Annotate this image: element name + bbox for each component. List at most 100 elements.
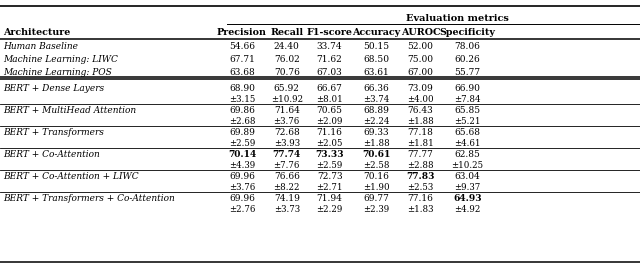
Text: 55.77: 55.77	[454, 68, 480, 77]
Text: ±1.88: ±1.88	[363, 139, 390, 148]
Text: ±2.05: ±2.05	[316, 139, 343, 148]
Text: 71.64: 71.64	[274, 106, 300, 115]
Text: Specificity: Specificity	[439, 28, 495, 37]
Text: 70.65: 70.65	[317, 106, 342, 115]
Text: 70.14: 70.14	[228, 150, 256, 159]
Text: ±4.61: ±4.61	[454, 139, 481, 148]
Text: 69.96: 69.96	[229, 172, 255, 181]
Text: Machine Learning: LIWC: Machine Learning: LIWC	[3, 55, 118, 64]
Text: 65.68: 65.68	[454, 128, 480, 137]
Text: ±7.84: ±7.84	[454, 95, 481, 104]
Text: BERT + MultiHead Attention: BERT + MultiHead Attention	[3, 106, 136, 115]
Text: ±2.29: ±2.29	[316, 205, 343, 214]
Text: 70.76: 70.76	[274, 68, 300, 77]
Text: 33.74: 33.74	[317, 42, 342, 51]
Text: 66.90: 66.90	[454, 84, 480, 93]
Text: 66.67: 66.67	[317, 84, 342, 93]
Text: ±2.24: ±2.24	[363, 117, 390, 126]
Text: ±3.76: ±3.76	[228, 183, 255, 192]
Text: BERT + Co-Attention: BERT + Co-Attention	[3, 150, 100, 159]
Text: 64.93: 64.93	[453, 194, 481, 203]
Text: ±2.71: ±2.71	[316, 183, 343, 192]
Text: BERT + Transformers + Co-Attention: BERT + Transformers + Co-Attention	[3, 194, 175, 203]
Text: BERT + Transformers: BERT + Transformers	[3, 128, 104, 137]
Text: ±1.88: ±1.88	[407, 117, 434, 126]
Text: ±3.73: ±3.73	[274, 205, 300, 214]
Text: ±3.15: ±3.15	[228, 95, 255, 104]
Text: AUROC: AUROC	[401, 28, 440, 37]
Text: 70.61: 70.61	[362, 150, 390, 159]
Text: 52.00: 52.00	[408, 42, 433, 51]
Text: 63.04: 63.04	[454, 172, 480, 181]
Text: Human Baseline: Human Baseline	[3, 42, 78, 51]
Text: 65.85: 65.85	[454, 106, 480, 115]
Text: 68.50: 68.50	[364, 55, 389, 64]
Text: 77.74: 77.74	[273, 150, 301, 159]
Text: ±3.76: ±3.76	[273, 117, 300, 126]
Text: 72.68: 72.68	[274, 128, 300, 137]
Text: ±8.22: ±8.22	[273, 183, 300, 192]
Text: 67.03: 67.03	[317, 68, 342, 77]
Text: BERT + Dense Layers: BERT + Dense Layers	[3, 84, 104, 93]
Text: 69.89: 69.89	[229, 128, 255, 137]
Text: 24.40: 24.40	[274, 42, 300, 51]
Text: Accuracy: Accuracy	[352, 28, 401, 37]
Text: 70.16: 70.16	[364, 172, 389, 181]
Text: 68.90: 68.90	[229, 84, 255, 93]
Text: ±1.81: ±1.81	[407, 139, 434, 148]
Text: 50.15: 50.15	[364, 42, 389, 51]
Text: 69.96: 69.96	[229, 194, 255, 203]
Text: 73.33: 73.33	[316, 150, 344, 159]
Text: ±4.00: ±4.00	[407, 95, 434, 104]
Text: ±8.01: ±8.01	[316, 95, 343, 104]
Text: ±4.92: ±4.92	[454, 205, 481, 214]
Text: 67.00: 67.00	[408, 68, 433, 77]
Text: 77.77: 77.77	[408, 150, 433, 159]
Text: ±2.09: ±2.09	[316, 117, 343, 126]
Text: 76.66: 76.66	[274, 172, 300, 181]
Text: Precision: Precision	[217, 28, 267, 37]
Text: ±1.83: ±1.83	[407, 205, 434, 214]
Text: 76.02: 76.02	[274, 55, 300, 64]
Text: 77.16: 77.16	[408, 194, 433, 203]
Text: Architecture: Architecture	[3, 28, 70, 37]
Text: ±10.25: ±10.25	[451, 161, 483, 170]
Text: Recall: Recall	[270, 28, 303, 37]
Text: 66.36: 66.36	[364, 84, 389, 93]
Text: 72.73: 72.73	[317, 172, 342, 181]
Text: 67.71: 67.71	[229, 55, 255, 64]
Text: ±2.88: ±2.88	[407, 161, 434, 170]
Text: 77.18: 77.18	[408, 128, 433, 137]
Text: ±2.53: ±2.53	[407, 183, 434, 192]
Text: ±1.90: ±1.90	[363, 183, 390, 192]
Text: Evaluation metrics: Evaluation metrics	[406, 14, 509, 23]
Text: BERT + Co-Attention + LIWC: BERT + Co-Attention + LIWC	[3, 172, 139, 181]
Text: ±2.59: ±2.59	[316, 161, 343, 170]
Text: ±7.76: ±7.76	[273, 161, 300, 170]
Text: 71.62: 71.62	[317, 55, 342, 64]
Text: 71.16: 71.16	[317, 128, 342, 137]
Text: 74.19: 74.19	[274, 194, 300, 203]
Text: ±5.21: ±5.21	[454, 117, 481, 126]
Text: ±3.74: ±3.74	[363, 95, 390, 104]
Text: ±10.92: ±10.92	[271, 95, 303, 104]
Text: 78.06: 78.06	[454, 42, 480, 51]
Text: 63.61: 63.61	[364, 68, 389, 77]
Text: 71.94: 71.94	[317, 194, 342, 203]
Text: 73.09: 73.09	[408, 84, 433, 93]
Text: 65.92: 65.92	[274, 84, 300, 93]
Text: ±2.68: ±2.68	[228, 117, 255, 126]
Text: Machine Learning: POS: Machine Learning: POS	[3, 68, 112, 77]
Text: ±2.76: ±2.76	[228, 205, 255, 214]
Text: 69.86: 69.86	[229, 106, 255, 115]
Text: ±2.39: ±2.39	[363, 205, 390, 214]
Text: ±2.58: ±2.58	[363, 161, 390, 170]
Text: ±3.93: ±3.93	[274, 139, 300, 148]
Text: 62.85: 62.85	[454, 150, 480, 159]
Text: 76.43: 76.43	[408, 106, 433, 115]
Text: ±9.37: ±9.37	[454, 183, 481, 192]
Text: 54.66: 54.66	[229, 42, 255, 51]
Text: 63.68: 63.68	[229, 68, 255, 77]
Text: F1-score: F1-score	[307, 28, 353, 37]
Text: 69.33: 69.33	[364, 128, 389, 137]
